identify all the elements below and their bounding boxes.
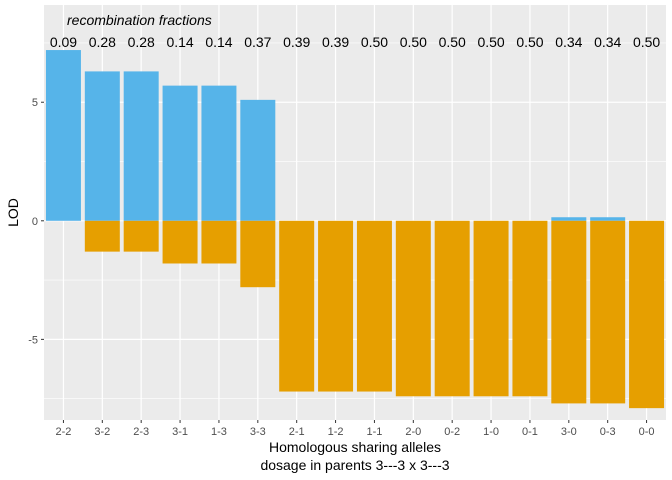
x-tick-label: 2-0 — [405, 426, 421, 438]
positive-lod-bar-2-2 — [45, 50, 81, 221]
negative-lod-bar-3-0 — [551, 220, 587, 404]
positive-lod-bar-3-3 — [240, 99, 276, 221]
negative-lod-bar-3-3 — [240, 220, 276, 288]
recombination-fraction-labels: 0.09 0.28 0.28 0.14 0.14 0.37 0.39 0.39 0.50 0.50… — [50, 34, 661, 50]
x-tick-label: 1-0 — [483, 426, 499, 438]
recombination-fraction-label: 0.50 — [361, 34, 388, 50]
negative-lod-bar-1-1 — [356, 220, 392, 392]
recombination-fraction-label: 0.39 — [322, 34, 349, 50]
positive-lod-bar-3-2 — [84, 71, 120, 221]
negative-lod-bar-0-0 — [629, 220, 665, 409]
recombination-fraction-label: 0.28 — [128, 34, 155, 50]
recombination-fraction-label: 0.50 — [633, 34, 660, 50]
negative-lod-bar-0-2 — [434, 220, 470, 397]
negative-lod-bar-0-1 — [512, 220, 548, 397]
y-tick-label: 0 — [32, 216, 38, 228]
x-tick-label: 1-3 — [211, 426, 227, 438]
recombination-fraction-label: 0.50 — [400, 34, 427, 50]
x-tick-label: 0-1 — [522, 426, 538, 438]
positive-lod-bar-0-3 — [590, 217, 626, 221]
positive-lod-bar-3-1 — [162, 85, 198, 221]
x-tick-label: 2-1 — [289, 426, 305, 438]
x-tick-label: 3-1 — [172, 426, 188, 438]
x-axis-title: Homologous sharing alleles — [269, 439, 441, 455]
x-tick-label: 0-0 — [639, 426, 655, 438]
positive-lod-bar-1-3 — [201, 85, 237, 221]
recombination-fraction-label: 0.50 — [477, 34, 504, 50]
recombination-fraction-label: 0.50 — [439, 34, 466, 50]
recombination-fraction-label: 0.28 — [89, 34, 116, 50]
y-tick-label: 5 — [32, 97, 38, 109]
x-tick-label: 1-2 — [328, 426, 344, 438]
bars — [45, 50, 665, 409]
negative-lod-bar-3-2 — [84, 220, 120, 252]
recombination-fractions-title: recombination fractions — [67, 12, 212, 28]
y-tick-label: -5 — [28, 334, 38, 346]
recombination-fraction-label: 0.14 — [166, 34, 193, 50]
x-tick-label: 3-3 — [250, 426, 266, 438]
recombination-fraction-label: 0.34 — [555, 34, 582, 50]
negative-lod-bar-1-0 — [473, 220, 509, 397]
x-tick-label: 1-1 — [366, 426, 382, 438]
recombination-fraction-label: 0.50 — [516, 34, 543, 50]
recombination-fraction-label: 0.14 — [205, 34, 232, 50]
recombination-fraction-label: 0.39 — [283, 34, 310, 50]
y-axis-ticks: -5 0 5 — [28, 97, 44, 346]
x-tick-label: 2-2 — [55, 426, 71, 438]
positive-lod-bar-2-3 — [123, 71, 159, 221]
y-axis-title: LOD — [5, 198, 21, 227]
x-tick-label: 2-3 — [133, 426, 149, 438]
negative-lod-bar-2-3 — [123, 220, 159, 252]
negative-lod-bar-2-0 — [395, 220, 431, 397]
negative-lod-bar-3-1 — [162, 220, 198, 264]
recombination-fraction-label: 0.09 — [50, 34, 77, 50]
recombination-fraction-label: 0.34 — [594, 34, 621, 50]
negative-lod-bar-1-3 — [201, 220, 237, 264]
negative-lod-bar-2-1 — [279, 220, 315, 392]
x-tick-label: 3-2 — [94, 426, 110, 438]
recombination-fraction-label: 0.37 — [244, 34, 271, 50]
x-tick-label: 3-0 — [561, 426, 577, 438]
negative-lod-bar-1-2 — [318, 220, 354, 392]
x-axis-ticks: 2-2 3-2 2-3 3-1 1-3 3-3 2-1 1-2 1-1 2-0 0-2 1-0 0-1 3… — [55, 420, 655, 438]
positive-lod-bar-3-0 — [551, 217, 587, 221]
x-tick-label: 0-2 — [444, 426, 460, 438]
x-axis-subtitle: dosage in parents 3---3 x 3---3 — [260, 457, 449, 473]
x-tick-label: 0-3 — [600, 426, 616, 438]
negative-lod-bar-0-3 — [590, 220, 626, 404]
